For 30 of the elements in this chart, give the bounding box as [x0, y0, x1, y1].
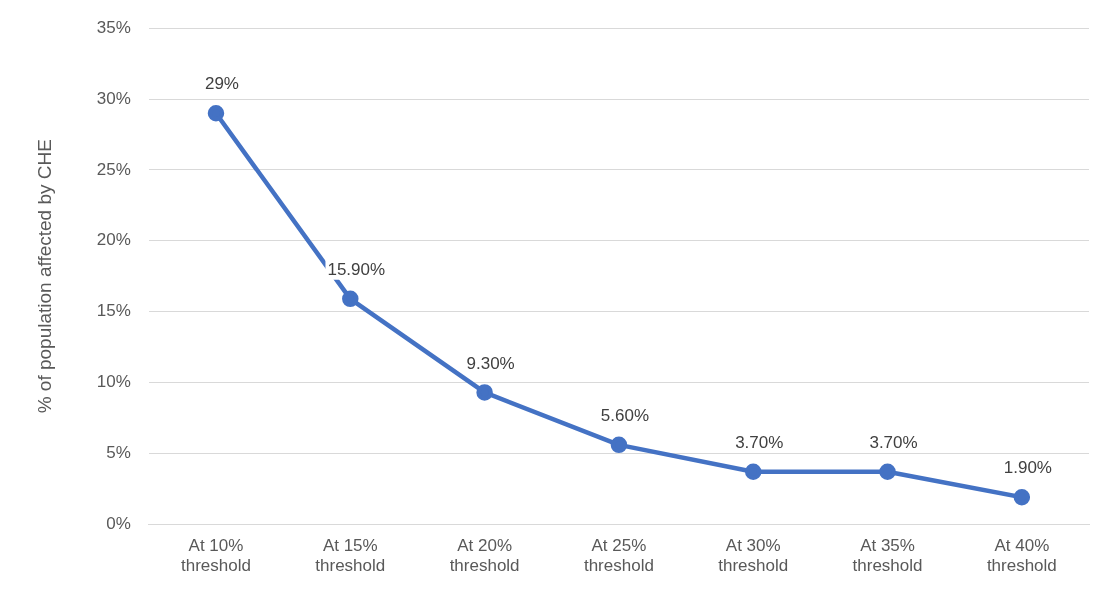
- point: [879, 463, 896, 481]
- point: [342, 290, 359, 308]
- data-label: 15.90%: [327, 260, 386, 280]
- data-label: 5.60%: [600, 406, 650, 426]
- data-label: 29%: [204, 74, 239, 94]
- data-label: 9.30%: [466, 353, 515, 373]
- y-tick-label: 20%: [96, 230, 131, 250]
- y-tick-label: 25%: [96, 159, 131, 179]
- y-tick-label: 10%: [96, 372, 131, 392]
- x-tick-label: At 35% threshold: [852, 536, 923, 576]
- x-tick-label: At 10% threshold: [181, 536, 251, 576]
- point: [610, 436, 628, 454]
- x-tick-label: At 15% threshold: [315, 536, 386, 576]
- point: [476, 384, 493, 401]
- data-label: 3.70%: [735, 432, 784, 452]
- data-label: 3.70%: [869, 432, 918, 452]
- y-tick-label: 5%: [106, 443, 131, 463]
- x-tick-label: At 25% threshold: [583, 536, 654, 576]
- data-label: 1.90%: [1003, 458, 1052, 478]
- point: [207, 104, 225, 122]
- x-tick-label: At 20% threshold: [449, 536, 520, 576]
- y-tick-label: 0%: [106, 513, 131, 533]
- y-tick-label: 15%: [96, 301, 131, 321]
- y-tick-label: 35%: [96, 17, 131, 37]
- y-tick-label: 30%: [96, 88, 131, 108]
- y-axis-title: % of population affected by CHE: [33, 139, 55, 414]
- x-tick-label: At 40% threshold: [986, 536, 1057, 576]
- point: [1013, 489, 1031, 506]
- x-tick-label: At 30% threshold: [718, 536, 789, 576]
- point: [744, 463, 762, 481]
